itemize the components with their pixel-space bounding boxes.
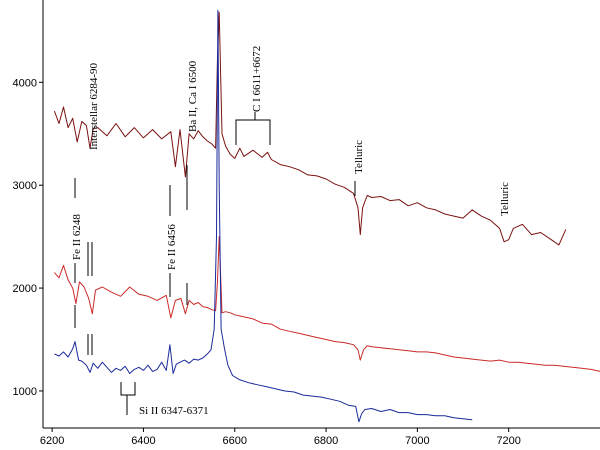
si-ii-bracket: [120, 382, 136, 415]
annotation-markers: [74, 112, 356, 415]
annotation-label-telluric-1: Telluric: [353, 140, 365, 174]
annotation-layer: Interstellar 6284-90 Ba II, Ca I 6500 C …: [71, 46, 511, 417]
annotation-label-interstellar: Interstellar 6284-90: [88, 62, 100, 150]
x-tick-label: 6400: [131, 435, 155, 447]
annotation-label-si-ii: Si II 6347-6371: [139, 405, 209, 417]
x-tick-label: 7000: [405, 435, 429, 447]
y-ticks: 1000 2000 3000 4000: [13, 77, 43, 398]
c-i-bracket: [235, 112, 271, 145]
axes: [42, 0, 600, 429]
y-tick-label: 1000: [13, 386, 37, 398]
annotation-label-fe-6248: Fe II 6248: [71, 214, 83, 260]
annotation-label-telluric-2: Telluric: [499, 182, 511, 216]
x-tick-label: 7200: [496, 435, 520, 447]
x-tick-label: 6800: [314, 435, 338, 447]
y-tick-label: 4000: [13, 77, 37, 89]
series-line-3: [54, 9, 473, 423]
annotation-label-c-i: C I 6611+6672: [251, 46, 263, 112]
x-tick-label: 6600: [223, 435, 247, 447]
annotation-label-ba-ca: Ba II, Ca I 6500: [187, 60, 199, 132]
series-layer: [53, 9, 600, 423]
series-line-1: [53, 11, 567, 246]
annotation-label-fe-6456: Fe II 6456: [166, 224, 178, 270]
series-line-2: [54, 236, 600, 372]
y-tick-label: 2000: [13, 283, 37, 295]
y-tick-label: 3000: [13, 180, 37, 192]
x-ticks: 6200 6400 6600 6800 7000 7200: [40, 428, 521, 447]
x-tick-label: 6200: [40, 435, 64, 447]
